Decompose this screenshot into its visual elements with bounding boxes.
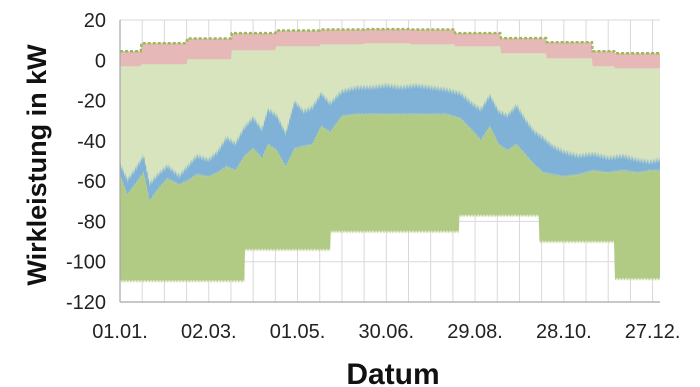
y-tick-label: -120 — [66, 292, 106, 314]
x-tick-label: 02.03. — [181, 321, 237, 343]
y-tick-label: -80 — [77, 211, 106, 233]
y-tick-label: -20 — [77, 91, 106, 113]
x-tick-label: 01.05. — [270, 321, 326, 343]
top-edge-line — [120, 27, 660, 55]
y-axis-title: Wirkleistung in kW — [22, 44, 52, 286]
y-tick-label: -40 — [77, 131, 106, 153]
blue-band-area — [120, 82, 660, 202]
y-tick-label: -100 — [66, 252, 106, 274]
y-tick-label: -60 — [77, 171, 106, 193]
y-tick-label: 0 — [95, 50, 106, 72]
x-tick-label: 27.12. — [625, 321, 681, 343]
y-tick-label: 20 — [84, 10, 106, 32]
x-tick-label: 29.08. — [447, 321, 503, 343]
x-tick-label: 30.06. — [358, 321, 414, 343]
x-tick-label: 01.01. — [92, 321, 148, 343]
green-main-area — [120, 112, 660, 283]
x-axis-title: Datum — [346, 358, 439, 387]
x-tick-label: 28.10. — [536, 321, 592, 343]
